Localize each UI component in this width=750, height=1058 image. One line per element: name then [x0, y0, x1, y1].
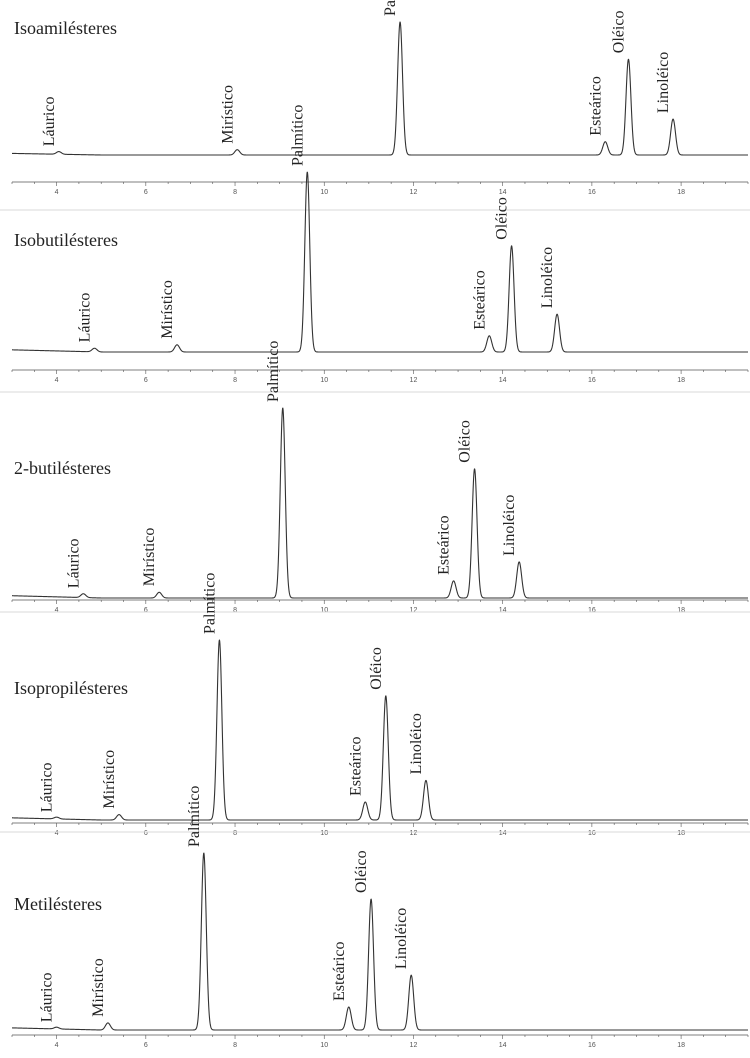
panel-metilesteres: Metilésteres 4 6 8 10 12 14 16 18 Láurico Mirístic…	[0, 786, 750, 1049]
x-tick-label: 6	[144, 830, 148, 837]
x-tick-label: 10	[320, 830, 328, 837]
x-tick-label: 14	[499, 830, 507, 837]
peak-label-linoleico: Linoléico	[655, 52, 672, 113]
peak-label-palmitico: Palmítico	[201, 573, 218, 634]
x-tick-label: 6	[144, 377, 148, 384]
panel-title: Isobutilésteres	[14, 230, 118, 250]
x-tick-label: 12	[410, 830, 418, 837]
chromatogram-trace	[11, 21, 749, 156]
panel-title: Metilésteres	[14, 894, 102, 914]
panel-isopropilesteres: Isopropilésteres 4 6 8 10 12 14 16 18 Láurico Mirí…	[0, 573, 750, 837]
peak-label-oleico: Oléico	[353, 850, 370, 893]
panel-title: 2-butilésteres	[14, 458, 111, 478]
peak-label-oleico: Oléico	[368, 647, 385, 690]
peak-label-palmitico: Palmítico	[186, 786, 203, 847]
peak-label-estearico: Esteárico	[331, 941, 348, 1001]
peak-label-palmitico: Palmítico	[289, 105, 306, 166]
x-tick-label: 18	[677, 189, 685, 196]
x-tick-label: 4	[55, 1042, 59, 1049]
x-tick-label: 6	[144, 1042, 148, 1049]
x-tick-label: 8	[233, 830, 237, 837]
x-tick-label: 10	[320, 189, 328, 196]
peak-label-oleico: Oléico	[494, 197, 511, 240]
peak-label-palmitico: Palmítico	[265, 341, 282, 402]
x-tick-label: 10	[320, 1042, 328, 1049]
peak-label-oleico: Oléico	[611, 11, 628, 54]
x-tick-label: 18	[677, 830, 685, 837]
x-tick-label: 16	[588, 830, 596, 837]
x-tick-label: 4	[55, 607, 59, 614]
peak-label-estearico: Esteárico	[347, 736, 364, 796]
x-tick-label: 16	[588, 377, 596, 384]
x-tick-label: 16	[588, 189, 596, 196]
x-tick-label: 6	[144, 607, 148, 614]
x-tick-label: 12	[410, 1042, 418, 1049]
x-tick-label: 6	[144, 189, 148, 196]
panel-title: Isoamilésteres	[14, 18, 117, 38]
peak-label-linoleico: Linoléico	[408, 713, 425, 774]
x-tick-label: 10	[320, 607, 328, 614]
peak-label-laurico: Láurico	[41, 97, 58, 147]
peak-label-miristico: Mirístico	[101, 750, 118, 809]
peak-label-estearico: Esteárico	[471, 270, 488, 330]
peak-label-estearico: Esteárico	[587, 76, 604, 136]
x-tick-label: 4	[55, 830, 59, 837]
chromatogram-trace	[11, 852, 749, 1031]
x-tick-label: 18	[677, 377, 685, 384]
x-tick-label: 12	[410, 189, 418, 196]
x-tick-label: 8	[233, 377, 237, 384]
panel-2-butilesteres: 2-butilésteres 4 6 8 10 12 14 16 18 Láurico Miríst…	[0, 341, 750, 614]
x-tick-label: 18	[677, 607, 685, 614]
x-tick-label: 16	[588, 607, 596, 614]
x-tick-label: 14	[499, 189, 507, 196]
x-tick-label: 8	[233, 189, 237, 196]
x-tick-label: 12	[410, 377, 418, 384]
peak-label-miristico: Mirístico	[141, 528, 158, 587]
x-tick-label: 12	[410, 607, 418, 614]
x-tick-label: 14	[499, 1042, 507, 1049]
x-tick-label: 8	[233, 1042, 237, 1049]
panel-title: Isopropilésteres	[14, 678, 128, 698]
peak-label-miristico: Mirístico	[159, 280, 176, 339]
chromatogram-trace	[11, 639, 749, 821]
panel-isoamilesteres: Isoamilésteres 4 6 8 10 12 14 16 18 Láurico Miríst…	[11, 0, 749, 196]
peak-label-linoleico: Linoléico	[539, 247, 556, 308]
peak-label-estearico: Esteárico	[436, 515, 453, 575]
peak-label-laurico: Láurico	[65, 538, 82, 588]
x-tick-label: 8	[233, 607, 237, 614]
peak-label-miristico: Mirístico	[90, 958, 107, 1017]
peak-label-laurico: Láurico	[77, 293, 94, 343]
peak-label-miristico: Mirístico	[219, 85, 236, 144]
chromatogram-trace	[11, 407, 749, 599]
x-tick-label: 10	[320, 377, 328, 384]
x-tick-label: 4	[55, 189, 59, 196]
peak-label-oleico: Oléico	[457, 420, 474, 463]
panel-isobutilesteres: Isobutilésteres 4 6 8 10 12 14 16 18 Láurico Mirís…	[0, 105, 750, 384]
x-tick-label: 14	[499, 377, 507, 384]
x-tick-label: 16	[588, 1042, 596, 1049]
x-tick-label: 4	[55, 377, 59, 384]
x-tick-label: 14	[499, 607, 507, 614]
x-tick-label: 18	[677, 1042, 685, 1049]
peak-label-laurico: Láurico	[39, 972, 56, 1022]
peak-label-palmitico: Palmítico	[382, 0, 399, 16]
chromatogram-trace	[11, 171, 749, 353]
peak-label-linoleico: Linoléico	[501, 495, 518, 556]
peak-label-linoleico: Linoléico	[393, 908, 410, 969]
peak-label-laurico: Láurico	[39, 762, 56, 812]
